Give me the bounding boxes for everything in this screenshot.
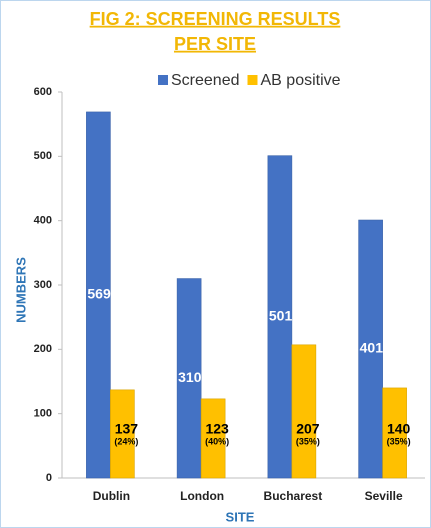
x-tick-label: Bucharest (264, 489, 323, 503)
x-tick-label: Dublin (93, 489, 130, 503)
y-tick-label: 600 (34, 86, 52, 98)
value-label: 569 (87, 286, 111, 302)
legend-label: Screened (171, 72, 240, 89)
y-tick-label: 400 (34, 215, 52, 227)
bar (291, 344, 317, 479)
value-label: 501 (269, 308, 293, 324)
bar (176, 278, 202, 479)
chart-title: PER SITE (174, 34, 256, 54)
value-label: 207 (296, 421, 320, 437)
bar (110, 389, 135, 479)
legend-label: AB positive (261, 72, 341, 89)
bar (200, 398, 226, 479)
value-label: 401 (360, 340, 384, 356)
x-tick-label: London (180, 489, 224, 503)
value-note: (40%) (205, 436, 229, 446)
y-axis-label: NUMBERS (13, 257, 28, 323)
legend-swatch (247, 75, 258, 85)
legend-swatch (158, 75, 168, 85)
value-note: (35%) (387, 436, 411, 446)
value-label: 140 (387, 421, 411, 437)
x-tick-label: Seville (365, 489, 403, 503)
value-note: (35%) (296, 436, 320, 446)
y-tick-label: 300 (34, 279, 52, 291)
chart-title: FIG 2: SCREENING RESULTS (90, 9, 341, 29)
y-tick-label: 0 (46, 472, 52, 484)
y-tick-label: 200 (34, 343, 52, 355)
value-label: 310 (178, 369, 202, 385)
bar (382, 387, 407, 479)
bar (358, 219, 383, 479)
x-axis-label: SITE (226, 509, 255, 524)
y-tick-label: 100 (34, 408, 52, 420)
value-label: 123 (205, 421, 229, 437)
bar (267, 155, 293, 479)
y-tick-label: 500 (34, 150, 52, 162)
bar (86, 111, 111, 479)
value-label: 137 (115, 421, 139, 437)
value-note: (24%) (114, 436, 138, 446)
